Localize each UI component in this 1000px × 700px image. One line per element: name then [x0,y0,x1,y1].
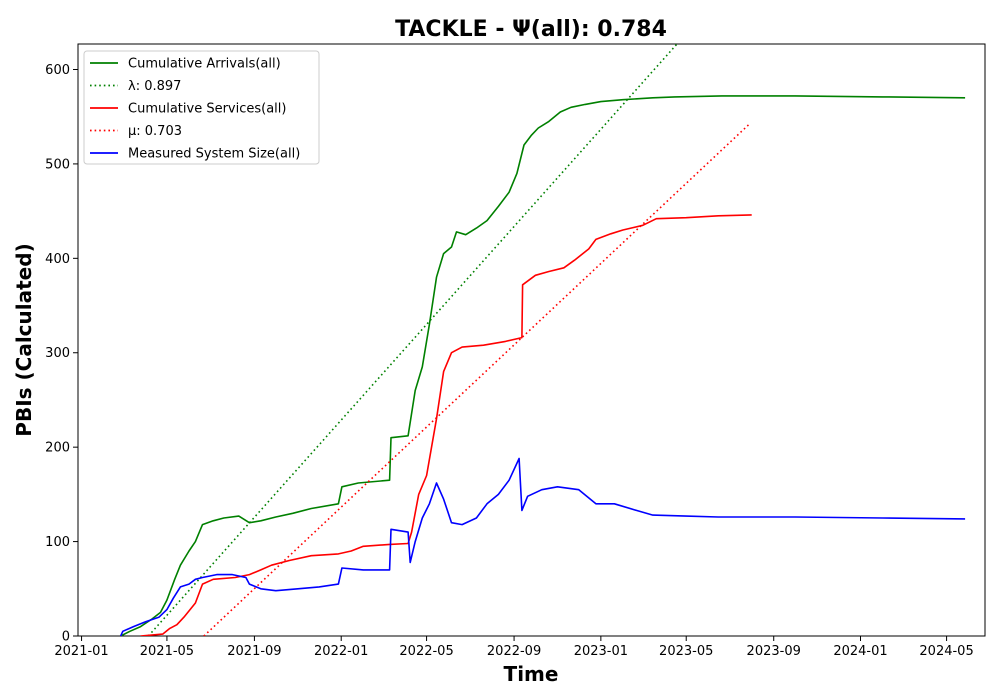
legend-label-4: Measured System Size(all) [128,147,300,162]
x-tick-label: 2023-09 [747,644,801,659]
y-tick-label: 300 [45,346,70,361]
series-line-4 [119,457,966,636]
y-tick-label: 400 [45,252,70,267]
x-tick-label: 2022-05 [399,644,453,659]
legend-frame [83,50,320,165]
plot-area-frame [77,43,986,637]
series-line-1 [147,44,678,636]
legend-label-0: Cumulative Arrivals(all) [128,57,281,72]
x-tick-label: 2022-01 [314,644,368,659]
x-tick-label: 2024-01 [833,644,887,659]
legend-label-3: μ: 0.703 [128,124,182,139]
y-tick-label: 600 [45,63,70,78]
x-tick-label: 2023-05 [659,644,713,659]
legend: Cumulative Arrivals(all) λ: 0.897 Cumulati… [83,50,320,165]
y-tick-label: 200 [45,441,70,456]
y-axis-label: PBIs (Calculated) [12,243,36,436]
y-tick-label: 500 [45,157,70,172]
x-tick-label: 2023-01 [574,644,628,659]
series-line-0 [120,95,966,636]
series-line-2 [140,214,752,636]
legend-label-2: Cumulative Services(all) [128,102,286,117]
x-axis-label: Time [504,662,559,686]
x-axis-ticks: 2021-01 2021-05 2021-09 2022-01 2022-05 2022-… [54,636,974,659]
legend-label-1: λ: 0.897 [128,79,181,94]
x-tick-label: 2021-05 [140,644,194,659]
y-axis-ticks: 0 100 200 300 400 500 600 [45,63,78,645]
x-tick-label: 2024-05 [919,644,973,659]
chart-title: TACKLE - Ψ(all): 0.784 [395,17,667,42]
series-line-3 [203,122,751,636]
y-tick-label: 0 [62,630,70,645]
x-tick-label: 2021-09 [227,644,281,659]
y-tick-label: 100 [45,535,70,550]
series-layer [119,44,966,636]
x-tick-label: 2022-09 [487,644,541,659]
x-tick-label: 2021-01 [54,644,108,659]
